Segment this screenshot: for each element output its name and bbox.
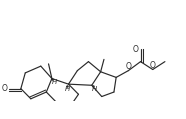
Text: O: O bbox=[125, 62, 131, 71]
Text: H: H bbox=[92, 86, 97, 92]
Text: O: O bbox=[1, 84, 7, 93]
Text: O: O bbox=[133, 45, 139, 54]
Text: H: H bbox=[64, 86, 70, 92]
Text: H: H bbox=[52, 79, 57, 85]
Text: O: O bbox=[150, 61, 156, 70]
